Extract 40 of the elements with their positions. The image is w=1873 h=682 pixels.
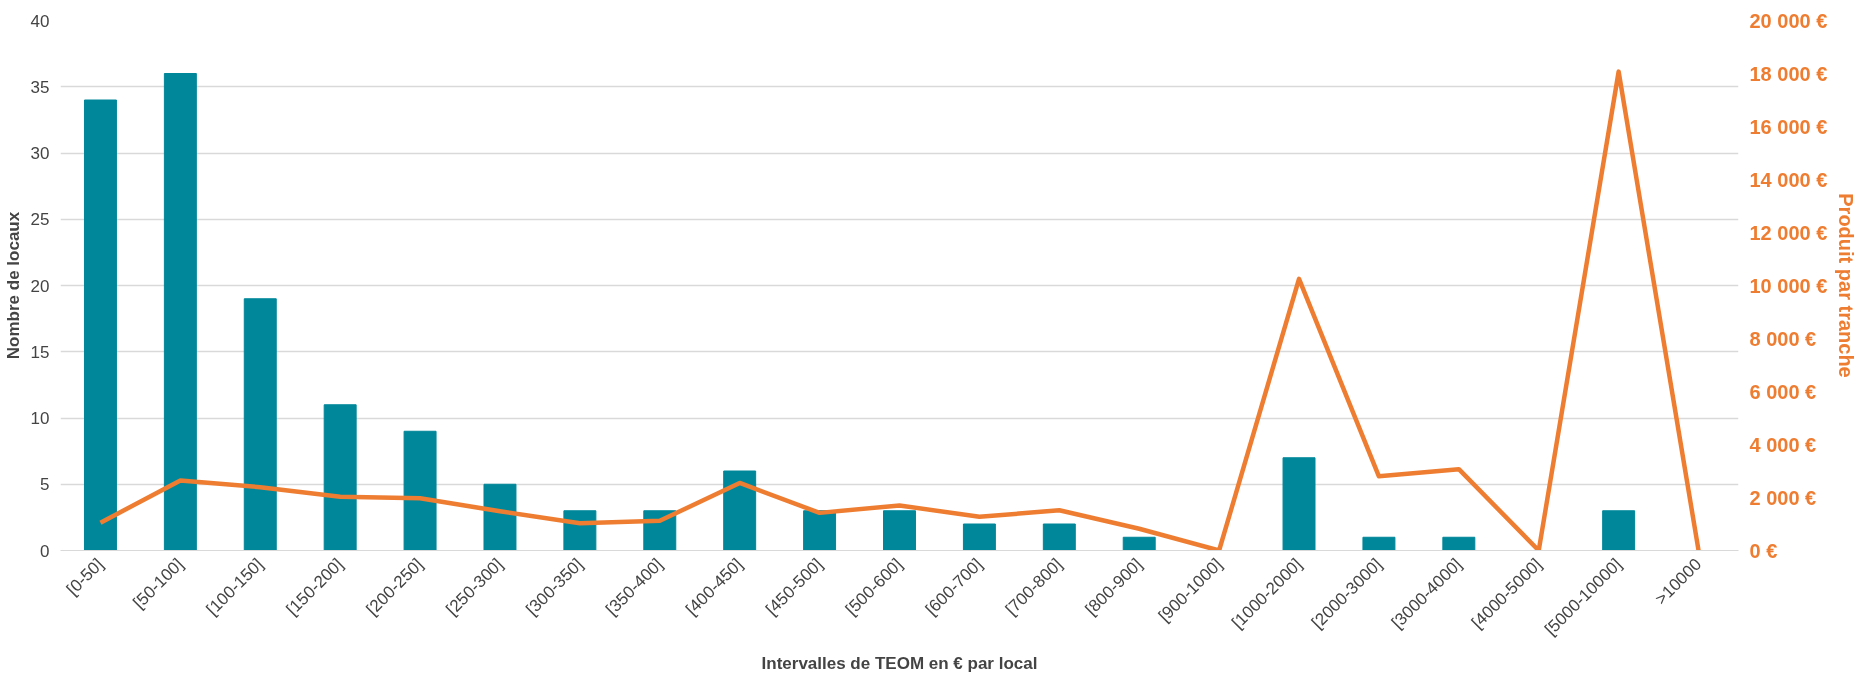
bar	[803, 510, 837, 551]
y2-tick-label: 18 000 €	[1749, 62, 1828, 85]
bar	[1602, 510, 1636, 551]
bar	[1442, 536, 1476, 551]
y2-tick-label: 2 000 €	[1749, 486, 1817, 509]
bar	[1042, 523, 1076, 551]
y2-tick-label: 20 000 €	[1749, 9, 1828, 32]
y2-tick-label: 10 000 €	[1749, 274, 1828, 297]
bar	[1362, 536, 1396, 551]
y-tick-label: 5	[40, 475, 50, 495]
x-axis-title: Intervalles de TEOM en € par local	[761, 653, 1038, 673]
bar	[1282, 457, 1316, 551]
y-tick-label: 25	[30, 210, 50, 230]
bar	[323, 404, 357, 551]
bar	[883, 510, 916, 551]
y-tick-label: 15	[30, 342, 50, 362]
y2-tick-label: 12 000 €	[1749, 221, 1828, 244]
bar	[1122, 536, 1156, 551]
y-tick-label: 10	[30, 409, 50, 428]
line-series	[98, 69, 1701, 551]
bar	[243, 298, 277, 551]
bar	[83, 99, 117, 551]
bar	[723, 470, 757, 551]
bar	[483, 483, 517, 551]
y2-tick-label: 4 000 €	[1749, 433, 1817, 456]
y-tick-label: 20	[30, 276, 50, 296]
y2-tick-label: 14 000 €	[1749, 168, 1828, 191]
y-tick-label: 40	[30, 11, 50, 31]
y2-tick-label: 16 000 €	[1749, 115, 1828, 138]
y2-tick-label: 0 €	[1749, 539, 1778, 562]
y2-axis-title: Produit par tranche	[1835, 193, 1858, 378]
y-axis-title: Nombre de locaux	[3, 211, 23, 360]
y-tick-label: 35	[30, 77, 50, 97]
y2-tick-label: 6 000 €	[1749, 380, 1817, 403]
bar	[163, 73, 197, 551]
bar	[403, 430, 437, 551]
y-tick-label: 0	[40, 541, 50, 561]
y-tick-label: 30	[30, 144, 50, 163]
y2-tick-label: 8 000 €	[1749, 327, 1817, 350]
bar	[962, 523, 996, 551]
